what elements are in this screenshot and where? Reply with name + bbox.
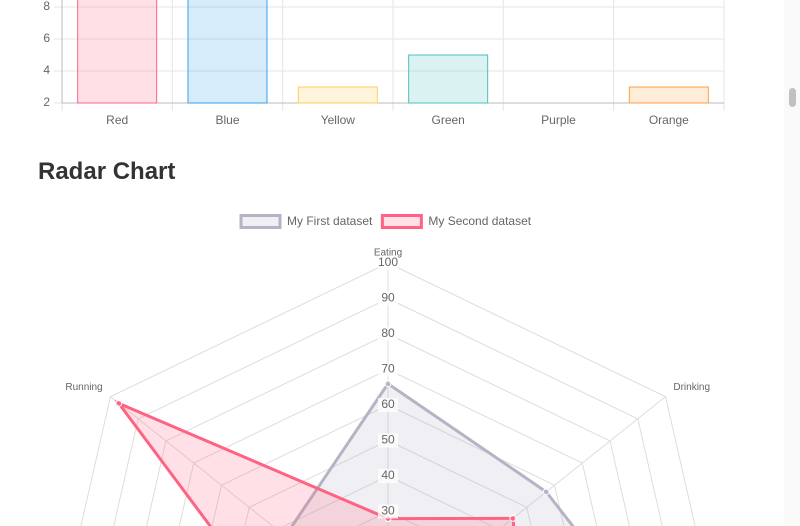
tick-backdrop: [378, 469, 398, 483]
r-tick-label: 90: [381, 291, 395, 305]
r-tick-label: 30: [381, 504, 395, 518]
radar-point: [115, 399, 123, 407]
x-tick-label: Purple: [541, 113, 576, 127]
point-label: Running: [65, 382, 102, 393]
radar-point: [542, 488, 550, 496]
y-tick-label: 4: [43, 63, 50, 77]
grid-line: [211, 404, 565, 526]
y-tick-label: 8: [43, 0, 50, 13]
point-label: Eating: [374, 248, 402, 259]
angle-line: [502, 396, 666, 526]
bar: [408, 54, 489, 104]
x-tick-label: Yellow: [321, 113, 356, 127]
scrollbar-track: [784, 0, 800, 526]
r-tick-label: 60: [381, 397, 395, 411]
tick-backdrop: [378, 327, 398, 341]
x-tick-label: Orange: [649, 113, 689, 127]
radar-point: [509, 514, 517, 522]
r-tick-label: 50: [381, 433, 395, 447]
legend-label: My First dataset: [287, 214, 373, 228]
angle-line: [110, 396, 274, 526]
tick-backdrop: [378, 398, 398, 412]
scrollbar-thumb[interactable]: [789, 88, 796, 107]
tick-backdrop: [378, 256, 398, 270]
grid-line: [146, 333, 630, 526]
x-tick-label: Red: [106, 113, 128, 127]
r-tick-label: 70: [381, 362, 395, 376]
bar: [187, 0, 268, 104]
y-tick-label: 6: [43, 31, 50, 45]
section-heading: Radar Chart: [38, 158, 176, 185]
x-tick-label: Blue: [215, 113, 239, 127]
bar: [628, 86, 709, 104]
grid-line: [80, 262, 696, 526]
tick-backdrop: [378, 504, 398, 519]
tick-backdrop: [378, 291, 398, 306]
radar-area: [114, 399, 516, 526]
tick-backdrop: [378, 433, 398, 448]
legend-swatch: [380, 214, 423, 229]
tick-backdrop: [378, 362, 398, 377]
radar-area: [290, 381, 575, 526]
r-tick-label: 40: [381, 468, 395, 482]
x-tick-label: Green: [431, 113, 464, 127]
bar: [77, 0, 158, 104]
legend-label: My Second dataset: [428, 214, 531, 228]
r-tick-label: 100: [378, 255, 398, 269]
y-tick-label: 2: [43, 95, 50, 109]
bar: [297, 86, 378, 104]
grid-line: [113, 297, 663, 526]
legend-swatch: [239, 214, 282, 229]
r-tick-label: 80: [381, 326, 395, 340]
grid-line: [178, 368, 598, 526]
radar-point: [384, 380, 392, 388]
point-label: Drinking: [673, 382, 710, 393]
